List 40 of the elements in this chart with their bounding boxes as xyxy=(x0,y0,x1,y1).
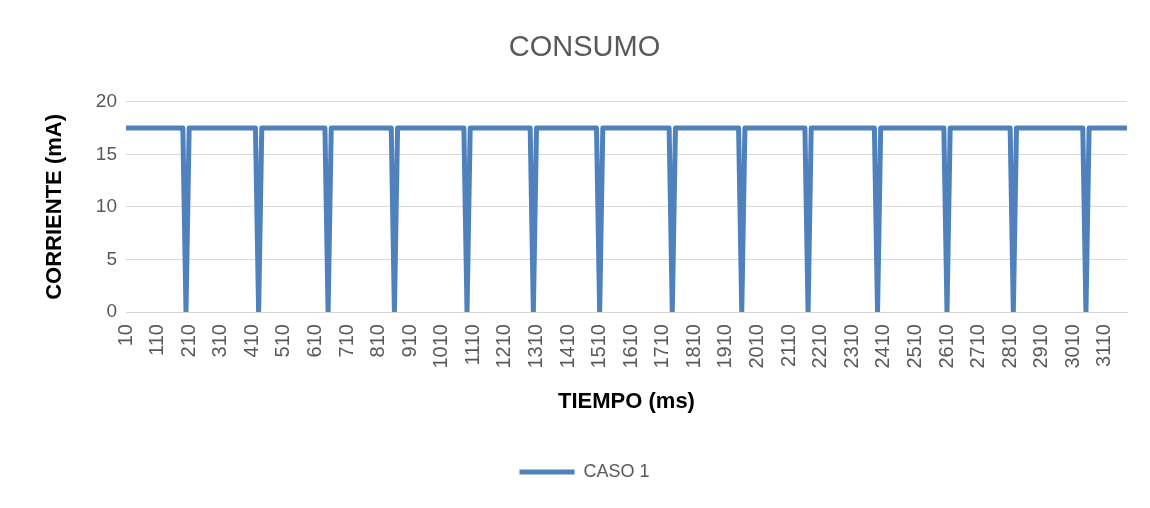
x-tick-label: 1010 xyxy=(429,324,452,369)
x-tick-label: 2910 xyxy=(1029,324,1052,369)
x-tick-label: 2610 xyxy=(934,324,957,369)
x-tick-label: 1910 xyxy=(713,324,736,369)
x-tick-label: 2110 xyxy=(776,324,799,368)
x-tick-label: 210 xyxy=(176,324,199,358)
x-tick-label: 1310 xyxy=(524,324,547,369)
x-tick-label: 2510 xyxy=(902,324,925,369)
y-tick-label: 20 xyxy=(95,90,117,112)
x-tick-label: 310 xyxy=(208,324,231,358)
x-tick-label: 410 xyxy=(239,324,262,358)
x-tick-label: 3110 xyxy=(1092,324,1115,368)
x-tick-label: 1810 xyxy=(681,324,704,369)
y-tick-label: 0 xyxy=(106,300,117,322)
x-tick-label: 2310 xyxy=(839,324,862,369)
x-tick-label: 2410 xyxy=(871,324,894,369)
x-tick-label: 510 xyxy=(271,324,294,358)
y-tick-label: 10 xyxy=(95,195,117,217)
x-tick-label: 2210 xyxy=(808,324,831,369)
y-tick-label: 5 xyxy=(106,247,117,269)
x-tick-label: 710 xyxy=(334,324,357,358)
x-tick-label: 1110 xyxy=(460,324,483,366)
x-tick-label: 110 xyxy=(145,324,168,356)
y-axis-title: CORRIENTE (mA) xyxy=(41,114,67,300)
x-tick-label: 910 xyxy=(397,324,420,358)
x-tick-label: 1610 xyxy=(618,324,641,369)
x-tick-label: 1710 xyxy=(650,324,673,369)
x-tick-label: 1510 xyxy=(587,324,610,369)
chart-title: CONSUMO xyxy=(508,30,661,63)
x-tick-label: 2810 xyxy=(997,324,1020,369)
x-tick-label: 810 xyxy=(366,324,389,358)
x-tick-label: 3010 xyxy=(1060,324,1083,369)
x-tick-label: 610 xyxy=(302,324,325,358)
y-tick-label: 15 xyxy=(95,142,117,164)
legend-label: CASO 1 xyxy=(583,460,650,481)
x-tick-label: 2010 xyxy=(745,324,768,369)
x-tick-label: 1410 xyxy=(555,324,578,369)
x-tick-label: 2710 xyxy=(966,324,989,369)
x-tick-label: 1210 xyxy=(492,324,515,369)
x-axis-title: TIEMPO (ms) xyxy=(558,387,695,413)
